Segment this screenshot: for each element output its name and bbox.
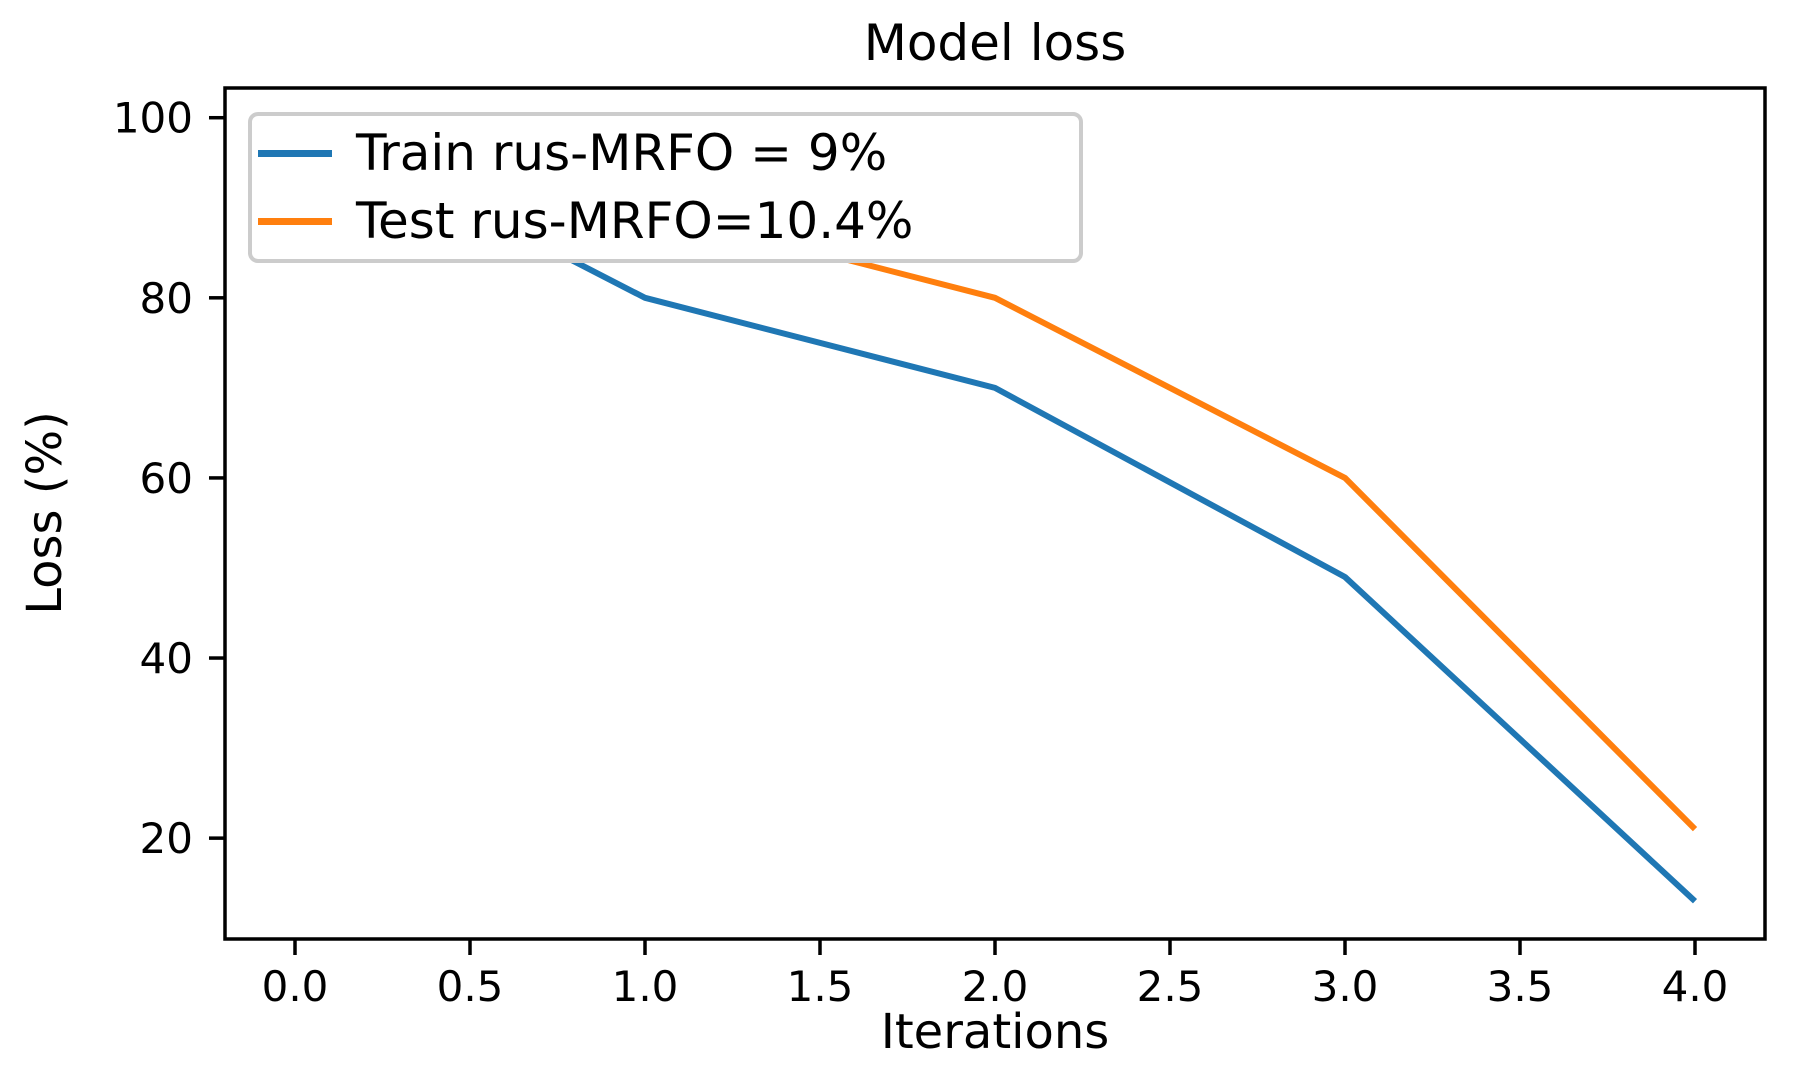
x-axis-label: Iterations bbox=[880, 1004, 1110, 1060]
x-tick-label: 2.0 bbox=[962, 962, 1029, 1011]
train-line-swatch bbox=[258, 149, 332, 157]
y-tick-label: 40 bbox=[140, 634, 193, 683]
x-tick-label: 0.0 bbox=[262, 962, 329, 1011]
x-tick-label: 3.0 bbox=[1312, 962, 1379, 1011]
legend-item-test: Test rus-MRFO=10.4% bbox=[258, 187, 1079, 255]
legend-label-test: Test rus-MRFO=10.4% bbox=[356, 192, 914, 250]
y-tick-label: 60 bbox=[140, 454, 193, 503]
legend-item-train: Train rus-MRFO = 9% bbox=[258, 119, 1079, 187]
x-tick-label: 3.5 bbox=[1487, 962, 1554, 1011]
axes-frame bbox=[223, 86, 1767, 941]
x-tick-label: 1.0 bbox=[612, 962, 679, 1011]
chart-title: Model loss bbox=[863, 14, 1127, 72]
legend-label-train: Train rus-MRFO = 9% bbox=[356, 124, 888, 182]
x-tick-label: 4.0 bbox=[1662, 962, 1729, 1011]
y-tick-label: 20 bbox=[140, 814, 193, 863]
x-tick-label: 0.5 bbox=[437, 962, 504, 1011]
y-tick-label: 100 bbox=[113, 94, 193, 143]
test-line-swatch bbox=[258, 217, 332, 225]
legend: Train rus-MRFO = 9% Test rus-MRFO=10.4% bbox=[248, 112, 1083, 263]
y-tick-label: 80 bbox=[140, 274, 193, 323]
x-tick-label: 2.5 bbox=[1137, 962, 1204, 1011]
x-tick-label: 1.5 bbox=[787, 962, 854, 1011]
